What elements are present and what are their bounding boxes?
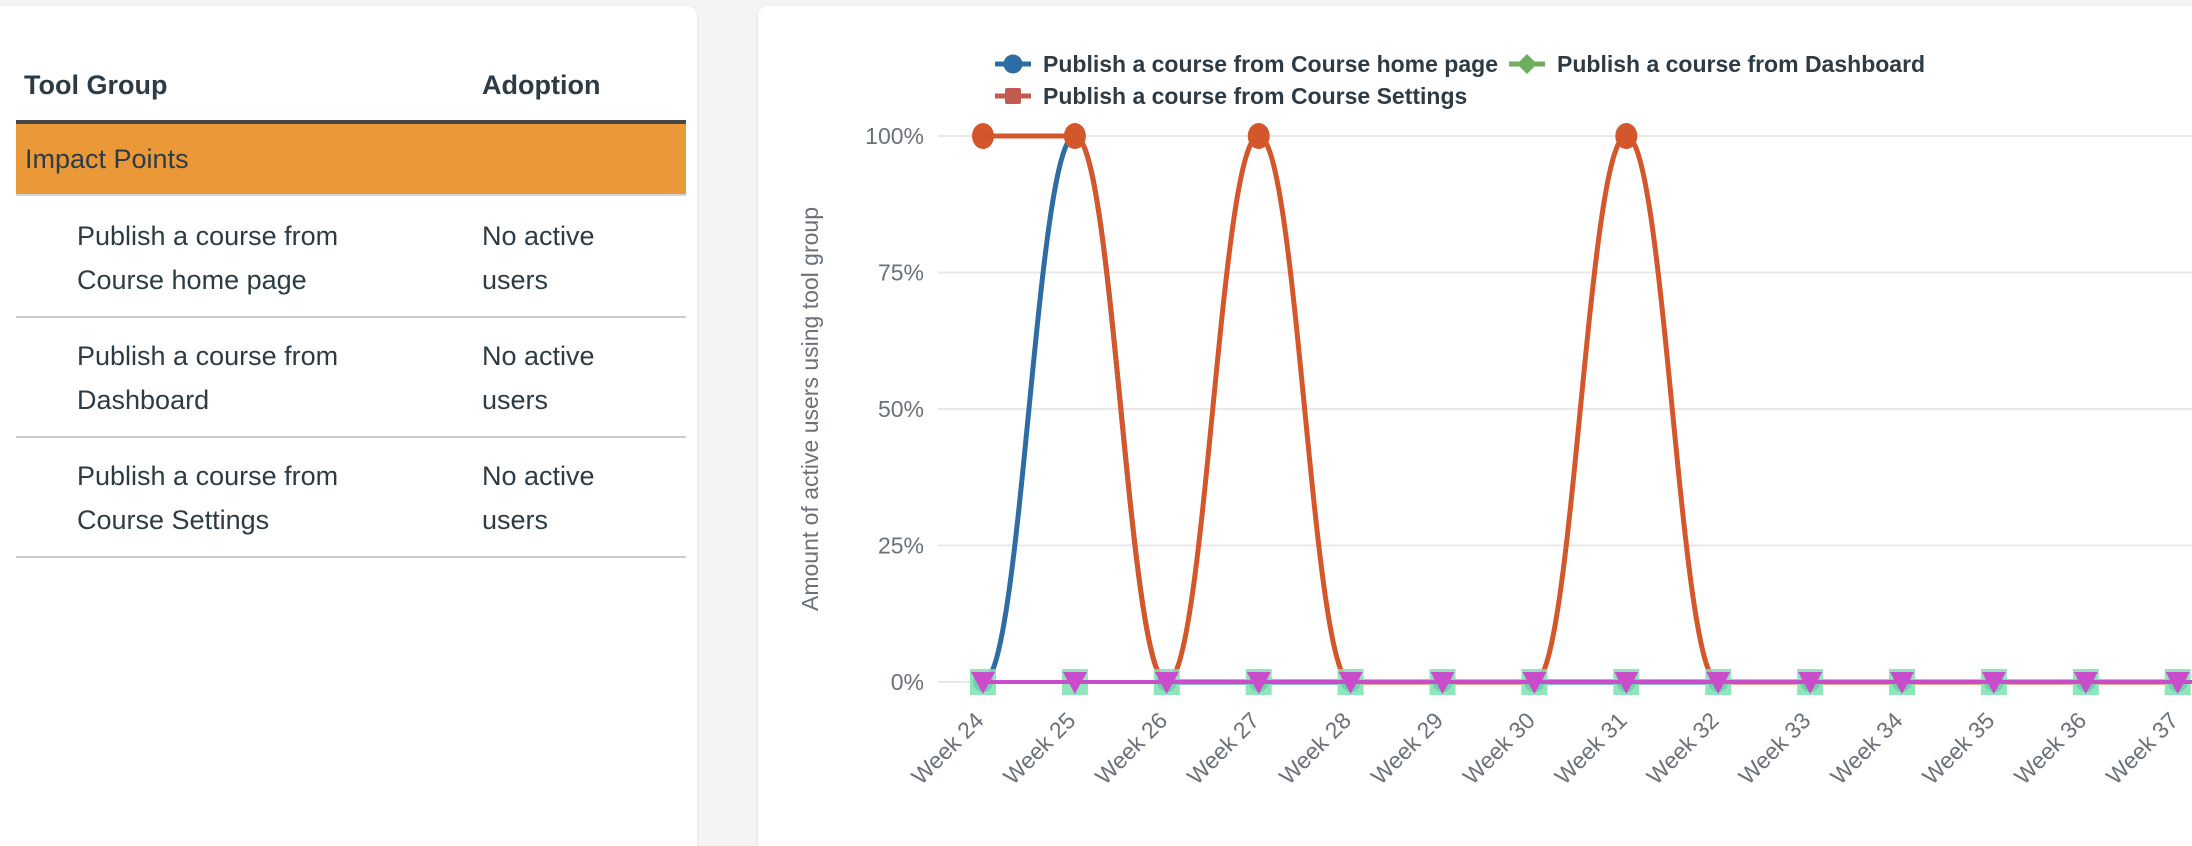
adoption-chart-card: Publish a course from Course home page Pu… (758, 6, 2192, 846)
col-header-tool-group[interactable]: Tool Group (24, 70, 168, 100)
svg-text:Week 28: Week 28 (1274, 707, 1356, 789)
table-row-course-settings[interactable]: Publish a course from Course Settings No… (16, 438, 686, 558)
tool-name: Publish a course from Course home page (77, 221, 339, 295)
svg-text:50%: 50% (878, 396, 924, 422)
svg-text:Week 32: Week 32 (1641, 707, 1723, 789)
tool-name: Publish a course from Course Settings (77, 461, 339, 535)
table-header-rule (16, 120, 686, 124)
y-axis-title: Amount of active users using tool group (797, 207, 823, 611)
adoption-line-chart[interactable]: 0% 25% 50% 75% 100% Amount of active users us… (758, 6, 2192, 846)
series-zero-line-overlay[interactable] (971, 672, 2192, 694)
svg-text:0%: 0% (891, 669, 924, 695)
legend-label: Publish a course from Course Settings (1043, 82, 1468, 109)
gridlines (938, 135, 2192, 683)
svg-text:100%: 100% (865, 123, 924, 149)
svg-text:Week 31: Week 31 (1550, 707, 1632, 789)
legend-item-circle[interactable]: Publish a course from Course home page (993, 51, 1498, 77)
svg-text:Week 30: Week 30 (1458, 707, 1540, 789)
table-row-course-home-page[interactable]: Publish a course from Course home page N… (16, 198, 686, 318)
svg-text:Week 27: Week 27 (1182, 707, 1264, 789)
svg-text:Week 37: Week 37 (2101, 707, 2183, 789)
legend-label: Publish a course from Dashboard (1557, 50, 1926, 77)
square-legend-icon (995, 88, 1031, 104)
adoption-value: No active users (482, 221, 595, 295)
svg-text:Week 25: Week 25 (998, 707, 1080, 789)
table-group-row-impact-points[interactable]: Impact Points (16, 124, 686, 196)
legend-item-diamond[interactable]: Publish a course from Dashboard (1507, 51, 1925, 77)
legend-label: Publish a course from Course home page (1043, 50, 1498, 77)
adoption-value: No active users (482, 461, 595, 535)
svg-text:25%: 25% (878, 533, 924, 559)
svg-text:Week 24: Week 24 (906, 707, 988, 789)
svg-text:Week 36: Week 36 (2009, 707, 2091, 789)
group-row-label: Impact Points (25, 143, 189, 174)
x-axis-tick-labels: Week 24 Week 25 Week 26 Week 27 Week 28 Week … (906, 707, 2183, 789)
svg-text:Week 29: Week 29 (1366, 707, 1448, 789)
svg-text:Week 26: Week 26 (1090, 707, 1172, 789)
legend-item-square[interactable]: Publish a course from Course Settings (993, 83, 1467, 109)
tool-group-table-card: Tool Group Adoption Impact Points Publis… (0, 6, 697, 846)
table-row-dashboard[interactable]: Publish a course from Dashboard No activ… (16, 318, 686, 438)
svg-text:Week 35: Week 35 (1917, 707, 1999, 789)
circle-legend-icon (995, 54, 1031, 74)
tool-name: Publish a course from Dashboard (77, 341, 339, 415)
svg-text:Week 33: Week 33 (1733, 707, 1815, 789)
series-course-settings[interactable] (972, 123, 2178, 685)
adoption-value: No active users (482, 341, 595, 415)
svg-text:75%: 75% (878, 260, 924, 286)
table-rows: Publish a course from Course home page N… (16, 198, 686, 558)
y-axis-tick-labels: 0% 25% 50% 75% 100% (865, 123, 924, 695)
col-header-adoption[interactable]: Adoption (482, 70, 601, 100)
svg-text:Week 34: Week 34 (1825, 707, 1907, 789)
diamond-legend-icon (1509, 54, 1545, 74)
